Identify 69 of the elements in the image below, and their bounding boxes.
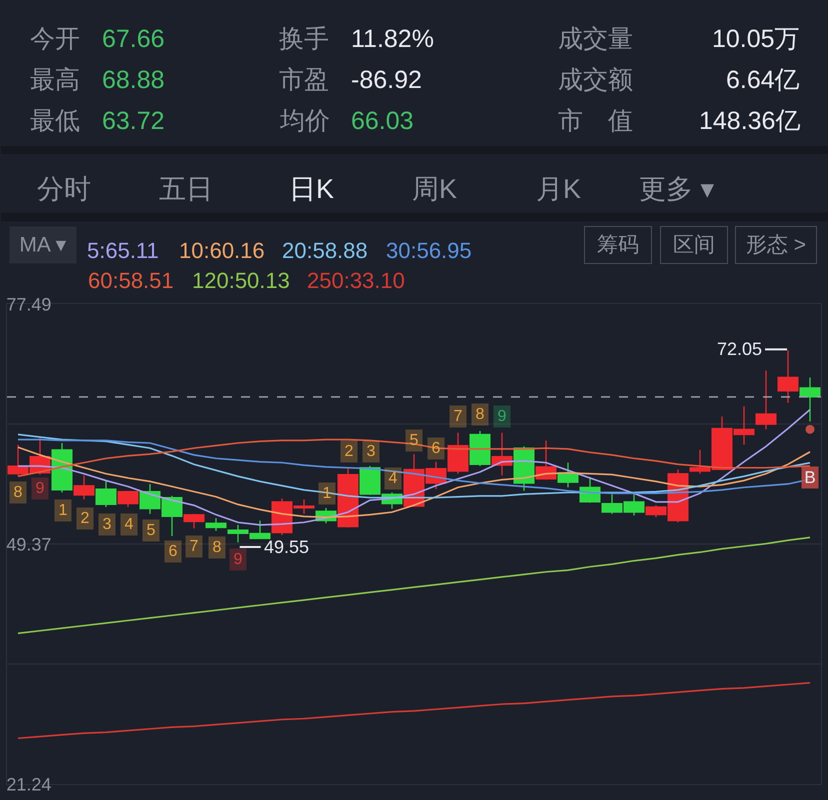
text: 日K xyxy=(289,174,334,204)
text: 5:65.11 xyxy=(87,238,159,263)
text: 148.36亿 xyxy=(699,107,800,135)
text: 67.66 xyxy=(102,25,165,53)
annotation: 4 xyxy=(388,470,398,487)
text: 月K xyxy=(536,174,582,204)
text: 11.82% xyxy=(351,25,434,53)
text: 30:56.95 xyxy=(386,238,472,263)
text: 五日 xyxy=(159,174,213,204)
text: 形态 > xyxy=(746,234,806,256)
text: 筹码 xyxy=(597,234,639,256)
text: 10.05万 xyxy=(712,25,800,53)
candlestick xyxy=(778,350,798,404)
text: 区间 xyxy=(673,234,715,256)
annotation: 9 xyxy=(234,551,242,568)
text: 今开 xyxy=(30,25,80,53)
annotation: 1 xyxy=(58,502,68,519)
text: 成交量 xyxy=(558,25,633,53)
annotation: 7 xyxy=(190,538,198,555)
annotation: 4 xyxy=(124,516,134,533)
text: 换手 xyxy=(279,25,329,53)
y-tick-label: 77.49 xyxy=(6,294,52,314)
annotation: 8 xyxy=(14,484,22,501)
annotation: 9 xyxy=(498,408,506,425)
annotation: 8 xyxy=(476,406,484,423)
candlestick xyxy=(74,474,94,500)
annotation: 3 xyxy=(366,443,376,460)
annotation: 3 xyxy=(102,516,112,533)
annotation: 72.05 xyxy=(717,339,762,359)
text: 周K xyxy=(412,174,458,204)
text: 66.03 xyxy=(351,107,414,135)
text: 最高 xyxy=(30,66,80,94)
line-series xyxy=(17,682,811,740)
candlestick xyxy=(96,480,116,508)
annotation: 2 xyxy=(80,510,90,527)
text: 10:60.16 xyxy=(179,238,265,263)
text: 20:58.88 xyxy=(282,238,368,263)
annotation: 5 xyxy=(146,522,156,539)
text: 成交额 xyxy=(558,66,633,94)
text: -86.92 xyxy=(351,66,422,94)
text: 63.72 xyxy=(102,107,165,135)
candlestick xyxy=(470,430,490,467)
candlestick xyxy=(338,468,358,528)
candlestick xyxy=(184,513,204,529)
text: 最低 xyxy=(30,107,80,135)
text: 250:33.10 xyxy=(307,268,405,293)
candlestick xyxy=(118,490,138,508)
text: 均价 xyxy=(279,107,330,135)
annotation: 7 xyxy=(454,408,462,425)
text: 60:58.51 xyxy=(88,268,174,293)
text: MA ▾ xyxy=(19,234,67,256)
y-tick-label: 21.24 xyxy=(6,774,52,794)
annotation: 6 xyxy=(168,543,178,560)
candlestick xyxy=(756,370,776,430)
text: 68.88 xyxy=(102,66,165,94)
annotation: 9 xyxy=(36,480,44,497)
annotation: 8 xyxy=(212,539,222,556)
annotation: B xyxy=(804,468,816,487)
candlestick xyxy=(206,518,226,532)
annotation: 49.55 xyxy=(264,537,310,557)
text: 市盈 xyxy=(279,66,329,94)
text: 分时 xyxy=(37,174,91,204)
text: 市 值 xyxy=(558,107,633,135)
text: 120:50.13 xyxy=(192,268,290,293)
text: 更多 ▾ xyxy=(639,174,714,204)
y-tick-label: 49.37 xyxy=(6,534,52,554)
annotation: 2 xyxy=(344,443,354,460)
candlestick xyxy=(800,376,820,422)
text: 6.64亿 xyxy=(726,66,800,94)
